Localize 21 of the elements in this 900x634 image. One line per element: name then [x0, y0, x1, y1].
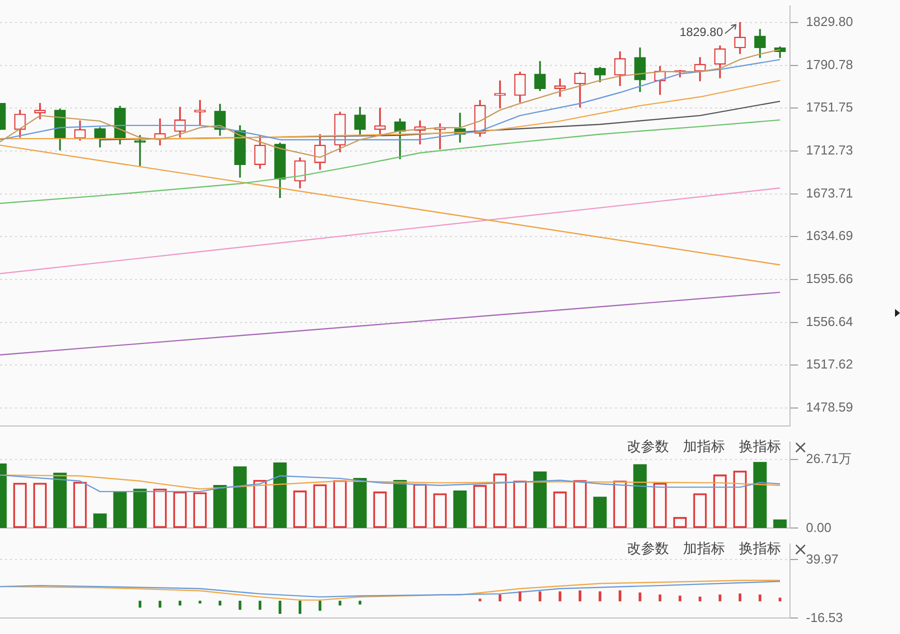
y-tick-label: 1556.64	[806, 314, 853, 329]
annotation: 1829.80	[680, 24, 724, 39]
annotation: 换指标	[739, 540, 781, 558]
y-tick-label: 1478.59	[806, 400, 853, 415]
annotation: 加指标	[683, 540, 725, 558]
annotation: 换指标	[739, 438, 781, 456]
y-tick-label: 1517.62	[806, 356, 853, 372]
y-tick-label: 1712.73	[806, 142, 853, 158]
y-tick-label: 1751.75	[806, 100, 853, 115]
y-tick-label: 26.71万	[806, 450, 852, 466]
y-tick-label: 1595.66	[806, 271, 853, 286]
annotation: 加指标	[683, 438, 725, 456]
annotation: 改参数	[627, 540, 669, 558]
y-tick-label: 1790.78	[806, 56, 853, 72]
y-tick-label: -16.53	[806, 610, 843, 625]
y-tick-label: 1673.71	[806, 185, 853, 200]
annotation: 改参数	[627, 438, 669, 456]
y-tick-label: 0.00	[806, 520, 832, 535]
y-tick-label: 1829.80	[806, 14, 853, 30]
y-tick-label: 39.97	[806, 551, 839, 566]
y-tick-label: 1634.69	[806, 228, 853, 244]
